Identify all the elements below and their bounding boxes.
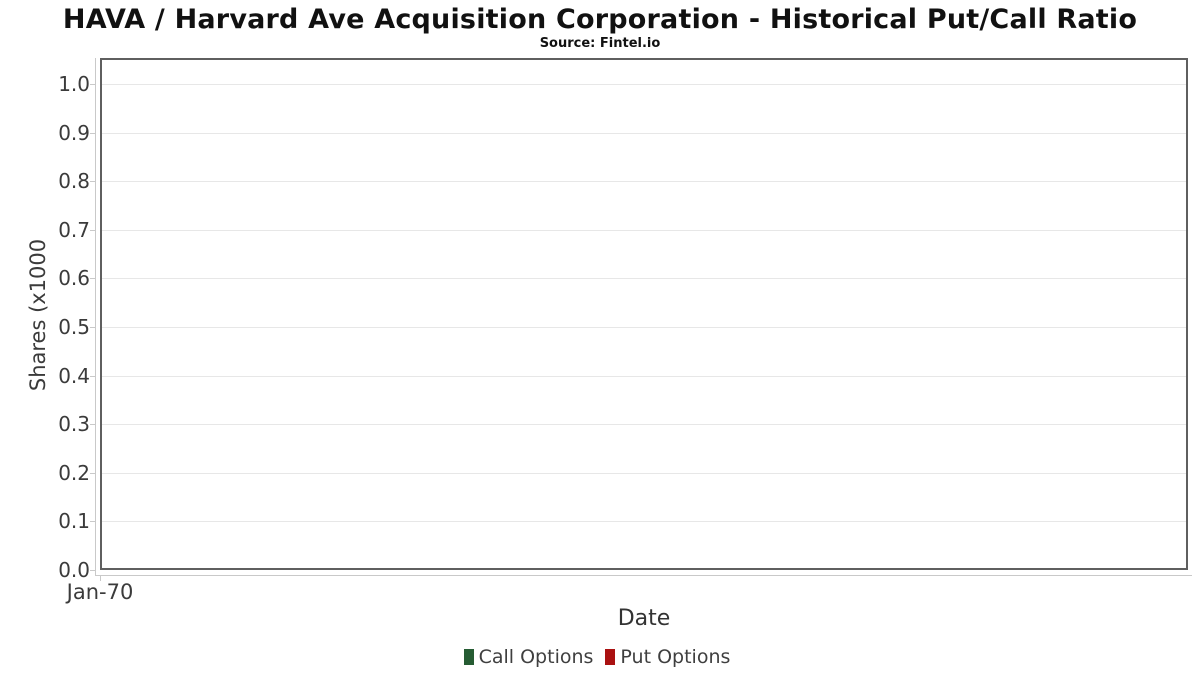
y-tick-mark bbox=[90, 181, 95, 183]
y-tick-label: 0.9 bbox=[58, 120, 90, 145]
y-tick-mark bbox=[90, 327, 95, 328]
gridline bbox=[102, 229, 1186, 231]
gridline bbox=[102, 181, 1186, 183]
y-tick-label: 0.4 bbox=[58, 363, 90, 388]
x-tick-mark bbox=[100, 575, 101, 581]
y-axis-label: Shares (x1000 bbox=[26, 238, 50, 392]
y-tick-label: 0.6 bbox=[58, 266, 90, 291]
y-tick-label: 0.1 bbox=[58, 509, 90, 534]
gridline bbox=[102, 327, 1186, 328]
y-tick-mark bbox=[90, 472, 95, 474]
legend-item-put-options: Put Options bbox=[605, 646, 730, 668]
y-tick-label: 0.7 bbox=[58, 217, 90, 242]
gridline bbox=[102, 84, 1186, 85]
gridline bbox=[102, 424, 1186, 426]
legend-label-call-options: Call Options bbox=[478, 646, 594, 668]
y-tick-mark bbox=[90, 570, 95, 571]
y-tick-label: 0.5 bbox=[58, 315, 90, 339]
chart-subtitle: Source: Fintel.io bbox=[539, 36, 661, 51]
y-tick-mark bbox=[90, 424, 95, 426]
plot-area bbox=[100, 58, 1188, 570]
call-options-swatch-icon bbox=[463, 649, 474, 665]
gridline bbox=[102, 278, 1186, 280]
y-tick-mark bbox=[90, 375, 95, 377]
x-axis-line bbox=[95, 575, 1192, 576]
y-tick-label: 1.0 bbox=[58, 72, 90, 96]
y-tick-mark bbox=[90, 84, 95, 85]
y-axis-line bbox=[95, 58, 96, 576]
y-tick-label: 0.2 bbox=[58, 460, 90, 485]
legend-label-put-options: Put Options bbox=[620, 646, 731, 668]
legend-item-call-options: Call Options bbox=[463, 646, 594, 668]
gridline bbox=[102, 132, 1186, 134]
put-options-swatch-icon bbox=[605, 649, 616, 665]
y-tick-mark bbox=[90, 278, 95, 280]
x-axis-label: Date bbox=[617, 606, 671, 631]
y-tick-label: 0.3 bbox=[58, 412, 90, 437]
chart-title: HAVA / Harvard Ave Acquisition Corporati… bbox=[62, 4, 1138, 35]
legend: Call Options Put Options bbox=[0, 646, 1194, 668]
gridline bbox=[102, 521, 1186, 523]
y-tick-mark bbox=[90, 229, 95, 231]
gridline bbox=[102, 375, 1186, 377]
y-tick-mark bbox=[90, 132, 95, 134]
y-tick-label: 0.0 bbox=[58, 558, 90, 582]
gridline bbox=[102, 472, 1186, 474]
y-tick-label: 0.8 bbox=[58, 169, 90, 194]
y-tick-mark bbox=[90, 521, 95, 523]
x-tick-label: Jan-70 bbox=[66, 580, 134, 604]
